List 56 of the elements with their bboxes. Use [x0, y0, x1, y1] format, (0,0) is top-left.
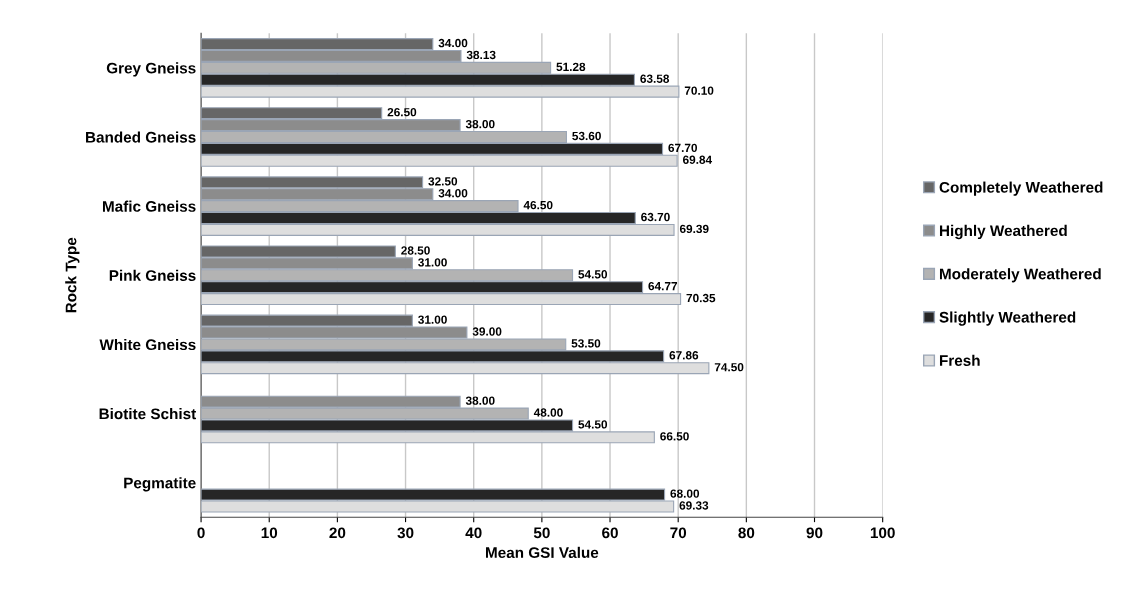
legend-label: Moderately Weathered	[939, 268, 1101, 283]
data-label: 64.77	[648, 281, 678, 291]
x-tick-label: 30	[397, 527, 414, 539]
data-label: 69.84	[682, 155, 713, 164]
x-tick-label: 80	[738, 527, 755, 539]
data-label: 38.00	[465, 119, 495, 129]
y-axis-title: Rock Type	[65, 237, 80, 313]
x-tick-label: 100	[870, 527, 895, 539]
data-label: 53.60	[572, 131, 601, 141]
data-label: 70.35	[686, 293, 716, 303]
data-label: 54.50	[578, 270, 608, 279]
x-tick-label: 60	[602, 527, 618, 539]
data-label: 32.50	[428, 177, 458, 186]
x-tick-label: 90	[806, 527, 823, 539]
legend-label: Slightly Weathered	[939, 311, 1076, 326]
data-label: 34.00	[438, 38, 468, 48]
y-tick-label: Grey Gneiss	[106, 62, 196, 77]
data-label: 63.70	[641, 212, 670, 222]
data-label: 63.58	[640, 74, 670, 83]
data-label: 68.00	[670, 489, 700, 498]
data-label: 46.50	[523, 200, 553, 210]
data-label: 38.13	[466, 50, 496, 60]
y-tick-label: Mafic Gneiss	[102, 200, 196, 212]
data-label: 26.50	[387, 108, 417, 117]
data-label: 39.00	[472, 327, 502, 336]
x-tick-label: 50	[533, 527, 550, 539]
x-tick-label: 20	[329, 527, 346, 539]
legend-label: Completely Weathered	[939, 181, 1103, 196]
data-label: 53.50	[571, 339, 601, 348]
data-label: 69.33	[679, 501, 709, 510]
data-label: 67.70	[668, 143, 698, 153]
data-label: 74.50	[714, 363, 744, 372]
y-tick-label: White Gneiss	[99, 338, 196, 351]
data-label: 31.00	[418, 258, 447, 267]
y-tick-label: Banded Gneiss	[86, 131, 196, 143]
x-tick-label: 40	[465, 527, 482, 539]
x-tick-label: 10	[261, 527, 278, 539]
data-label: 34.00	[438, 189, 468, 198]
legend-label: Fresh	[939, 354, 980, 366]
data-label: 54.50	[578, 420, 608, 429]
data-label: 38.00	[465, 396, 495, 405]
y-tick-label: Biotite Schist	[99, 408, 197, 420]
data-label: 67.86	[669, 351, 699, 360]
data-label: 69.39	[679, 224, 709, 234]
data-label: 66.50	[660, 432, 689, 441]
x-tick-label: 0	[197, 527, 205, 539]
data-label: 51.28	[556, 62, 586, 72]
data-label: 48.00	[533, 408, 563, 417]
legend-label: Highly Weathered	[939, 224, 1067, 240]
y-tick-label: Pegmatite	[124, 477, 196, 492]
data-label: 31.00	[418, 315, 447, 324]
x-tick-label: 70	[670, 527, 687, 539]
data-label: 28.50	[401, 246, 430, 255]
y-tick-label: Pink Gneiss	[109, 269, 196, 281]
data-label: 70.10	[684, 86, 714, 95]
x-axis-title: Mean GSI Value	[486, 546, 599, 559]
